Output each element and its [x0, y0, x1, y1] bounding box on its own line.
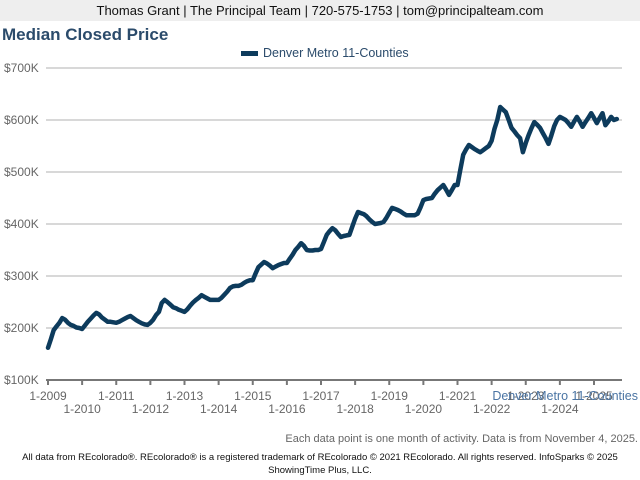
gridlines [46, 67, 622, 329]
x-axis: 1-20091-20101-20111-20121-20131-20141-20… [29, 379, 622, 416]
x-tick-label: 1-2011 [98, 389, 135, 403]
x-tick-label: 1-2012 [132, 402, 170, 416]
x-tick-label: 1-2022 [473, 402, 511, 416]
x-tick-label: 1-2021 [439, 389, 477, 403]
contact-line: Thomas Grant | The Principal Team | 720-… [96, 3, 544, 18]
y-tick-label: $400K [4, 217, 39, 231]
footer-disclaimer: All data from REcolorado®. REcolorado® i… [0, 451, 640, 477]
legend-label: Denver Metro 11-Counties [263, 46, 409, 60]
x-tick-label: 1-2018 [336, 402, 374, 416]
series-lines [45, 104, 620, 351]
x-tick-label: 1-2020 [405, 402, 443, 416]
legend-swatch-icon [241, 50, 258, 56]
chart-title: Median Closed Price [2, 25, 169, 44]
y-tick-label: $600K [4, 113, 39, 127]
x-tick-label: 1-2019 [371, 389, 409, 403]
y-tick-label: $500K [4, 165, 39, 179]
y-tick-label: $100K [4, 373, 39, 387]
series-line-denver-metro [45, 104, 620, 351]
series-caption: Denver Metro 11-Counties [492, 389, 638, 403]
y-axis: $100K $200K $300K $400K $500K $600K $700K [4, 61, 39, 387]
x-tick-label: 1-2015 [234, 389, 272, 403]
y-tick-label: $700K [4, 61, 39, 75]
x-tick-label: 1-2017 [302, 389, 340, 403]
x-tick-label: 1-2024 [541, 402, 579, 416]
x-tick-label: 1-2010 [63, 402, 101, 416]
y-tick-label: $300K [4, 269, 39, 283]
footer-line-1: All data from REcolorado®. REcolorado® i… [22, 452, 618, 463]
x-tick-label: 1-2016 [268, 402, 306, 416]
data-note: Each data point is one month of activity… [285, 433, 638, 445]
contact-header-bar: Thomas Grant | The Principal Team | 720-… [0, 0, 640, 21]
x-tick-label: 1-2013 [166, 389, 204, 403]
x-tick-label: 1-2025 [575, 389, 613, 403]
x-tick-label: 1-2009 [29, 389, 67, 403]
y-tick-label: $200K [4, 321, 39, 335]
chart-legend[interactable]: Denver Metro 11-Counties [241, 46, 409, 60]
x-tick-label: 1-2023 [507, 389, 545, 403]
x-tick-label: 1-2014 [200, 402, 238, 416]
footer-line-2: ShowingTime Plus, LLC. [268, 465, 372, 476]
